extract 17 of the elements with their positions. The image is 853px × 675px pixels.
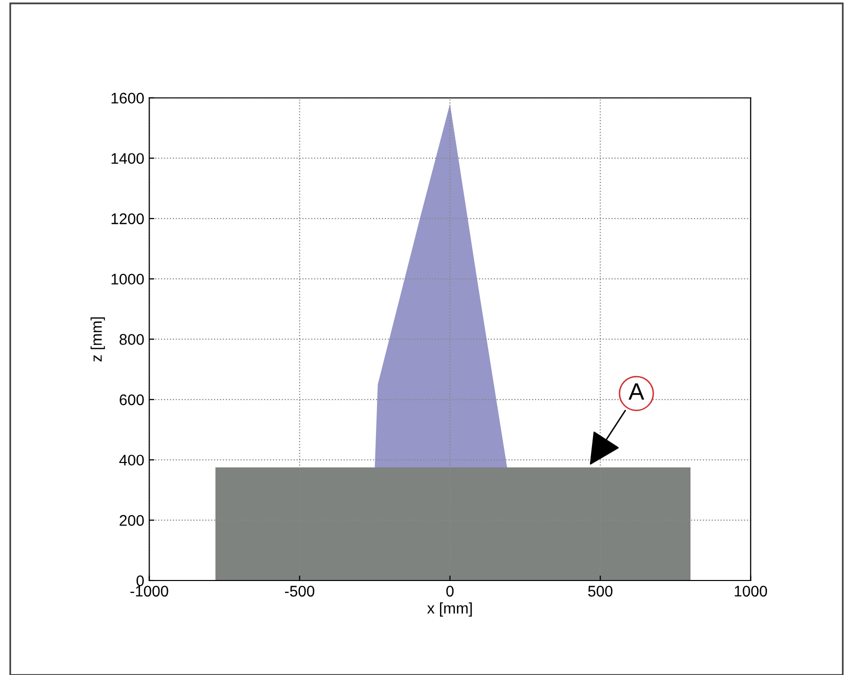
y-tick-label: 200 xyxy=(120,515,144,526)
y-tick-label: 0 xyxy=(136,575,144,586)
x-tick-label: -500 xyxy=(285,586,314,597)
y-tick-label: 1600 xyxy=(112,92,144,104)
y-tick-label: 1000 xyxy=(112,274,144,285)
y-tick-label: 800 xyxy=(120,334,144,345)
x-axis-title: x [mm] xyxy=(427,602,472,617)
x-tick-label: -1000 xyxy=(130,586,168,597)
x-tick-label: 1000 xyxy=(734,586,768,597)
x-tick-label: 500 xyxy=(588,586,612,597)
x-tick-label: 0 xyxy=(446,586,454,597)
y-tick-label: 600 xyxy=(120,394,144,406)
y-tick-label: 1400 xyxy=(112,153,144,164)
y-tick-label: 1200 xyxy=(112,213,144,224)
y-axis-title: z [mm] xyxy=(90,317,105,362)
y-tick-label: 400 xyxy=(119,454,144,466)
annotation: A xyxy=(628,383,644,400)
